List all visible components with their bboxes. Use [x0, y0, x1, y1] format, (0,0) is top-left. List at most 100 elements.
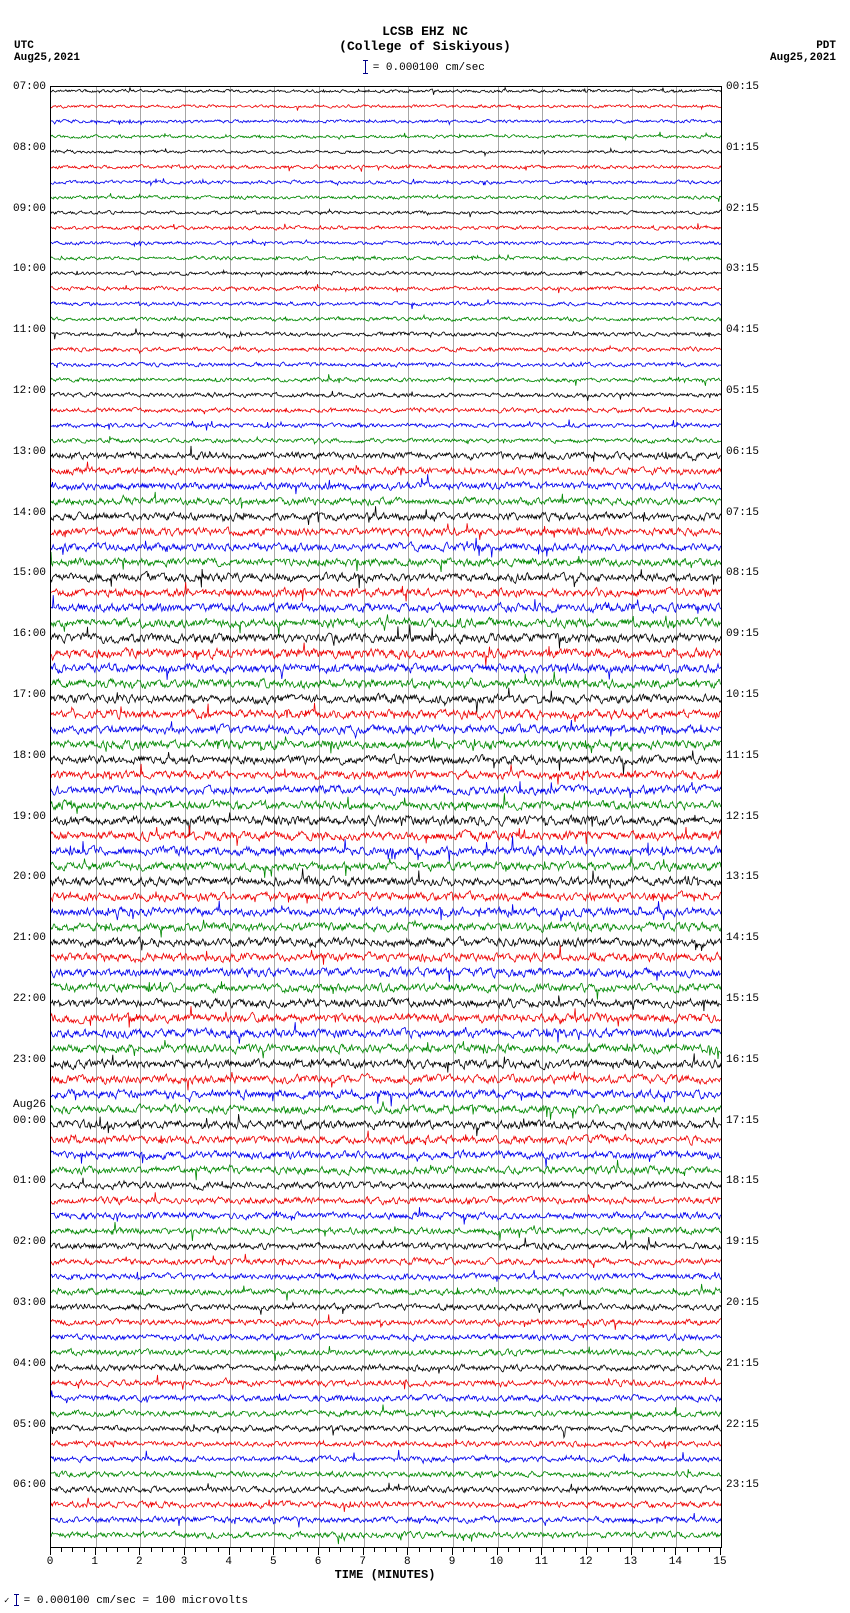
seismic-trace — [51, 178, 721, 185]
seismic-trace — [51, 132, 721, 140]
time-label: 15:15 — [726, 993, 759, 1005]
x-tick-minor — [698, 1548, 699, 1552]
x-tick-minor — [61, 1548, 62, 1552]
x-tick-minor — [374, 1548, 375, 1552]
seismic-trace — [51, 209, 721, 217]
seismic-trace — [51, 87, 721, 94]
seismic-trace — [51, 720, 721, 738]
scale-bar-icon — [365, 60, 366, 74]
time-label: 11:00 — [13, 324, 46, 336]
x-tick-minor — [84, 1548, 85, 1552]
time-label: Aug26 — [13, 1099, 46, 1111]
x-tick-major — [273, 1548, 274, 1555]
time-label: 09:00 — [13, 203, 46, 215]
time-label: 18:15 — [726, 1175, 759, 1187]
seismic-trace — [51, 1072, 721, 1091]
time-label: 00:00 — [13, 1115, 46, 1127]
x-tick-label: 12 — [579, 1556, 592, 1568]
time-label: 22:15 — [726, 1419, 759, 1431]
time-label: 00:15 — [726, 81, 759, 93]
x-tick-minor — [240, 1548, 241, 1552]
x-tick-major — [631, 1548, 632, 1555]
seismic-trace — [51, 346, 721, 353]
seismic-trace — [51, 119, 721, 124]
seismic-trace — [51, 737, 721, 754]
seismic-trace — [51, 1364, 721, 1374]
time-label: 20:00 — [13, 871, 46, 883]
time-label: 05:00 — [13, 1419, 46, 1431]
seismic-trace — [51, 1131, 721, 1146]
seismic-trace — [51, 826, 721, 846]
x-tick-minor — [430, 1548, 431, 1552]
x-tick-minor — [441, 1548, 442, 1552]
seismic-trace — [51, 1022, 721, 1043]
time-label: 15:00 — [13, 567, 46, 579]
time-label: 10:15 — [726, 689, 759, 701]
seismic-trace — [51, 967, 721, 982]
x-tick-label: 14 — [669, 1556, 682, 1568]
seismic-trace — [51, 1390, 721, 1403]
seismic-trace — [51, 624, 721, 648]
seismic-trace — [51, 856, 721, 878]
seismic-trace — [51, 1469, 721, 1478]
time-label: 02:00 — [13, 1236, 46, 1248]
x-tick-minor — [106, 1548, 107, 1552]
x-tick-minor — [709, 1548, 710, 1552]
time-label: 11:15 — [726, 750, 759, 762]
seismic-trace — [51, 1483, 721, 1494]
time-label: 13:15 — [726, 871, 759, 883]
x-tick-label: 5 — [270, 1556, 277, 1568]
seismic-trace — [51, 329, 721, 340]
seismic-trace — [51, 407, 721, 414]
x-tick-minor — [296, 1548, 297, 1552]
time-label: 21:00 — [13, 932, 46, 944]
seismic-trace — [51, 300, 721, 310]
x-tick-major — [452, 1548, 453, 1555]
x-tick-label: 15 — [713, 1556, 726, 1568]
seismic-trace — [51, 1114, 721, 1136]
seismic-trace — [51, 703, 721, 722]
seismic-trace — [51, 1424, 721, 1437]
x-tick-minor — [307, 1548, 308, 1552]
x-tick-minor — [597, 1548, 598, 1552]
time-label: 19:15 — [726, 1236, 759, 1248]
seismic-trace — [51, 1450, 721, 1463]
seismic-trace — [51, 1254, 721, 1269]
x-tick-major — [184, 1548, 185, 1555]
time-label: 23:15 — [726, 1479, 759, 1491]
x-tick-minor — [285, 1548, 286, 1552]
time-label: 08:00 — [13, 142, 46, 154]
x-tick-major — [229, 1548, 230, 1555]
x-tick-minor — [553, 1548, 554, 1552]
x-tick-minor — [519, 1548, 520, 1552]
x-tick-minor — [218, 1548, 219, 1552]
x-tick-major — [541, 1548, 542, 1555]
x-tick-major — [407, 1548, 408, 1555]
seismic-trace — [51, 672, 721, 689]
time-label: 04:15 — [726, 324, 759, 336]
footer-scale: ✓ = 0.000100 cm/sec = 100 microvolts — [4, 1594, 248, 1607]
seismic-trace — [51, 920, 721, 938]
seismic-trace — [51, 1375, 721, 1390]
seismic-trace — [51, 506, 721, 525]
tz-right: PDT Aug25,2021 — [770, 40, 836, 64]
time-label: 21:15 — [726, 1358, 759, 1370]
time-label: 03:15 — [726, 263, 759, 275]
x-tick-major — [586, 1548, 587, 1555]
time-label: 18:00 — [13, 750, 46, 762]
seismic-trace — [51, 793, 721, 814]
seismic-trace — [51, 1300, 721, 1315]
x-tick-minor — [419, 1548, 420, 1552]
time-label: 06:15 — [726, 446, 759, 458]
time-label: 10:00 — [13, 263, 46, 275]
x-tick-major — [497, 1548, 498, 1555]
seismic-trace — [51, 1192, 721, 1205]
seismic-trace — [51, 193, 721, 202]
x-tick-label: 0 — [47, 1556, 54, 1568]
seismic-trace — [51, 315, 721, 321]
pdt-time-labels: 00:1501:1502:1503:1504:1505:1506:1507:15… — [722, 86, 782, 1546]
seismic-trace — [51, 1150, 721, 1167]
seismic-trace — [51, 492, 721, 509]
x-tick-minor — [352, 1548, 353, 1552]
seismogram-container: UTC Aug25,2021 PDT Aug25,2021 LCSB EHZ N… — [0, 0, 850, 1613]
